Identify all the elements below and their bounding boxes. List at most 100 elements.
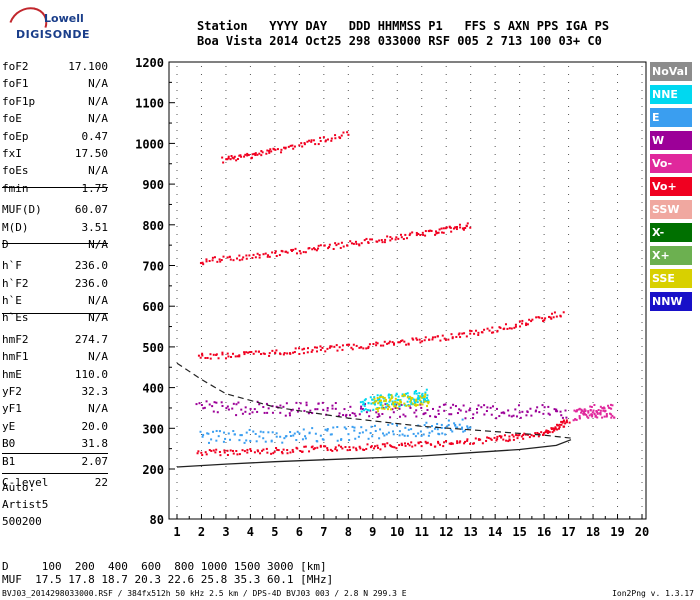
grid-dot [543,234,545,235]
grid-dot [249,498,251,499]
y-tick-label: 700 [142,260,164,274]
echo-point [439,339,442,342]
echo-point [391,403,394,406]
echo-point [404,444,407,447]
grid-dot [543,178,545,179]
echo-point [368,343,371,346]
echo-point [292,147,295,150]
hdr-label: PPS [536,19,559,33]
grid-dot [200,202,202,203]
echo-point [522,434,525,437]
echo-point [293,351,296,354]
grid-dot [543,130,545,131]
echo-point [547,405,550,408]
echo-point [554,426,557,429]
grid-dot [519,426,521,427]
grid-dot [249,386,251,387]
echo-point [430,229,433,232]
grid-dot [592,418,594,419]
echo-point [326,409,329,412]
grid-dot [347,410,349,411]
grid-dot [396,322,398,323]
grid-dot [543,274,545,275]
grid-dot [347,314,349,315]
grid-dot [249,162,251,163]
echo-point [283,352,286,355]
grid-dot [519,314,521,315]
grid-dot [470,210,472,211]
echo-point [420,434,423,437]
grid-dot [225,442,227,443]
grid-dot [543,290,545,291]
echo-point [288,412,291,415]
grid-dot [200,66,202,67]
echo-point [202,263,205,266]
echo-point [314,248,317,251]
echo-point [536,406,539,409]
echo-point [363,409,366,412]
grid-dot [641,234,643,235]
grid-dot [298,130,300,131]
echo-point [404,404,407,407]
grid-dot [494,178,496,179]
grid-dot [519,186,521,187]
echo-point [376,399,379,402]
grid-dot [274,442,276,443]
grid-dot [372,450,374,451]
grid-dot [274,354,276,355]
echo-point [445,226,448,229]
echo-point [400,442,403,445]
echo-point [201,261,204,264]
grid-dot [592,330,594,331]
echo-point [218,430,221,433]
grid-dot [200,170,202,171]
echo-point [343,408,346,411]
echo-point [426,394,429,397]
echo-point [424,440,427,443]
grid-dot [249,274,251,275]
echo-point [410,401,413,404]
muf-value: 60.1 [267,573,294,586]
grid-dot [421,426,423,427]
echo-point [238,453,241,456]
echo-point [510,327,513,330]
echo-point [471,417,474,420]
param-row: h`F 236.0 [2,257,108,274]
echo-point [242,256,245,259]
echo-point [304,445,307,448]
echo-point [414,399,417,402]
grid-dot [617,490,619,491]
echo-point [458,332,461,335]
param-name: h`Es [2,311,29,325]
echo-point [301,145,304,148]
grid-dot [592,506,594,507]
echo-point [528,436,531,439]
y-tick-label: 1200 [135,56,164,70]
grid-dot [274,490,276,491]
echo-point [485,410,488,413]
echo-point [368,415,371,418]
echo-point [405,404,408,407]
echo-point [370,425,373,428]
grid-dot [641,490,643,491]
echo-point [577,408,580,411]
grid-dot [176,370,178,371]
grid-dot [543,474,545,475]
echo-point [388,406,391,409]
param-row: foF2 17.100 [2,58,108,75]
grid-dot [641,402,643,403]
echo-point [367,401,370,404]
echo-point [342,131,345,134]
grid-dot [519,370,521,371]
echo-point [384,445,387,448]
grid-dot [372,250,374,251]
grid-dot [494,362,496,363]
param-value: 1.75 [81,181,109,195]
grid-dot [568,234,570,235]
grid-dot [421,242,423,243]
grid-dot [641,90,643,91]
echo-point [344,446,347,449]
echo-point [436,428,439,431]
echo-point [207,441,210,444]
